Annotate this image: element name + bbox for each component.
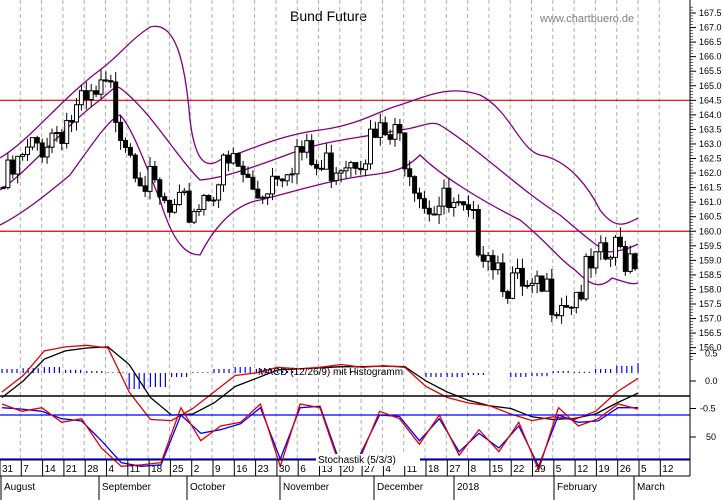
price-tick-label: 157.5	[699, 299, 722, 309]
price-tick-label: 159.0	[699, 255, 722, 265]
month-label: December	[377, 482, 424, 493]
date-tick-label: 23	[258, 464, 270, 475]
date-tick-label: 25	[172, 464, 184, 475]
stoch-tick-label: 50	[706, 432, 716, 442]
date-tick-label: 4	[385, 464, 391, 475]
date-tick-label: 11	[407, 464, 418, 475]
price-tick-label: 157.0	[699, 314, 722, 324]
price-tick-label: 160.0	[699, 226, 722, 236]
date-tick-label: 6	[300, 464, 306, 475]
price-tick-label: 158.0	[699, 284, 722, 294]
price-tick-label: 156.0	[699, 343, 722, 353]
price-tick-label: 159.5	[699, 241, 722, 251]
date-tick-label: 30	[279, 464, 291, 475]
date-tick-label: 5	[556, 464, 562, 475]
macd-label: MACD (12/26/9) mit Histogramm	[258, 367, 403, 378]
price-tick-label: 167.0	[699, 23, 722, 33]
price-tick-label: 166.0	[699, 52, 722, 62]
month-label: October	[190, 482, 226, 493]
month-label: September	[102, 482, 152, 493]
month-label: March	[637, 482, 665, 493]
price-tick-label: 164.0	[699, 110, 722, 120]
price-tick-label: 162.0	[699, 168, 722, 178]
date-tick-label: 16	[236, 464, 248, 475]
price-tick-label: 164.5	[699, 95, 722, 105]
price-tick-label: 158.5	[699, 270, 722, 280]
stoch-label-bg	[316, 454, 420, 466]
date-tick-label: 12	[662, 464, 674, 475]
date-tick-label: 12	[577, 464, 589, 475]
price-tick-label: 166.5	[699, 37, 722, 47]
price-tick-label: 163.5	[699, 124, 722, 134]
macd-tick-label: -0.5	[700, 404, 716, 414]
price-tick-label: 161.0	[699, 197, 722, 207]
bollinger-middle	[0, 86, 639, 253]
macd-tick-label: 0.5	[705, 349, 718, 359]
month-label: August	[4, 482, 35, 493]
date-tick-label: 18	[428, 464, 440, 475]
date-tick-label: 18	[151, 464, 163, 475]
price-tick-label: 165.0	[699, 81, 722, 91]
macd-panel	[1, 344, 639, 422]
price-tick-label: 162.5	[699, 154, 722, 164]
watermark: www.chartbuero.de	[540, 13, 635, 25]
price-tick-label: 156.5	[699, 328, 722, 338]
date-tick-label: 26	[620, 464, 632, 475]
date-tick-label: 29	[535, 464, 547, 475]
date-tick-label: 14	[45, 464, 57, 475]
month-label: 2018	[457, 482, 480, 493]
date-tick-label: 11	[130, 464, 141, 475]
date-tick-label: 27	[449, 464, 461, 475]
date-tick-label: 7	[23, 464, 29, 475]
date-tick-label: 21	[66, 464, 78, 475]
date-tick-label: 2	[194, 464, 200, 475]
price-panel	[0, 25, 690, 324]
date-tick-label: 20	[343, 464, 355, 475]
bollinger-upper	[0, 25, 639, 225]
date-tick-label: 27	[364, 464, 376, 475]
date-tick-label: 31	[2, 464, 14, 475]
price-tick-label: 165.5	[699, 66, 722, 76]
date-tick-label: 8	[471, 464, 477, 475]
price-tick-label: 167.5	[699, 8, 722, 18]
date-tick-label: 4	[109, 464, 115, 475]
price-tick-label: 163.0	[699, 139, 722, 149]
date-tick-label: 5	[641, 464, 647, 475]
date-tick-label: 19	[598, 464, 610, 475]
month-label: November	[283, 482, 330, 493]
date-tick-label: 13	[322, 464, 334, 475]
date-tick-label: 9	[215, 464, 221, 475]
vertical-gridlines	[19, 0, 660, 460]
price-tick-label: 160.5	[699, 212, 722, 222]
stoch-label: Stochastik (5/3/3)	[318, 455, 396, 466]
price-tick-label: 161.5	[699, 183, 722, 193]
chart-title: Bund Future	[290, 8, 368, 24]
date-tick-label: 15	[492, 464, 504, 475]
macd-tick-label: 0.0	[705, 376, 718, 386]
month-label: February	[557, 482, 597, 493]
date-tick-label: 22	[513, 464, 525, 475]
date-tick-label: 28	[87, 464, 99, 475]
